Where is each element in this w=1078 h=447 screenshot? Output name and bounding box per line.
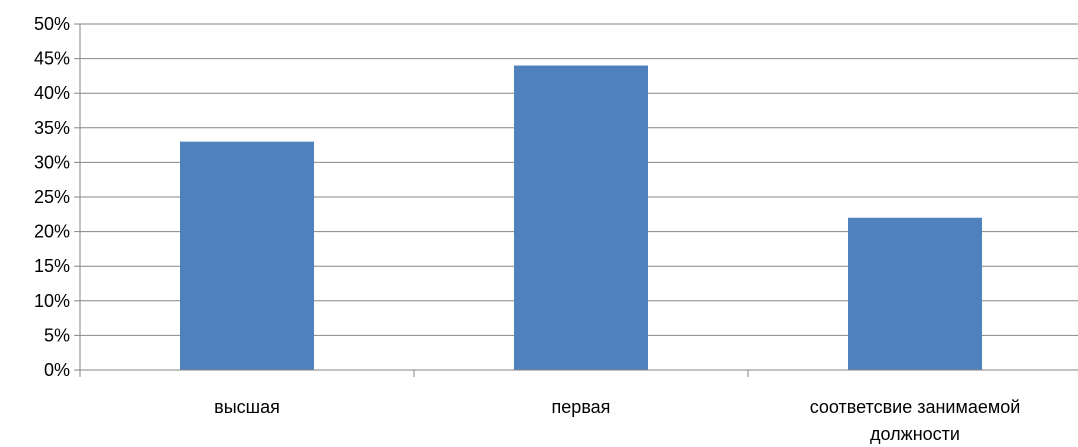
y-tick-label: 40% [34, 83, 70, 103]
labels: 0% 5% 10% 15% 20% 25% 30% 35% 40% 45% 50% высшая пер… [34, 14, 1020, 444]
category-label: высшая [214, 397, 280, 417]
axes [74, 23, 1078, 377]
y-tick-label: 15% [34, 256, 70, 276]
y-tick-label: 5% [44, 325, 70, 345]
y-tick-label: 50% [34, 14, 70, 34]
category-label: соответсвие занимаемой должности [810, 397, 1021, 444]
bars [180, 65, 982, 371]
y-tick-label: 25% [34, 187, 70, 207]
y-tick-label: 45% [34, 49, 70, 69]
y-tick-label: 20% [34, 222, 70, 242]
bar [514, 65, 648, 371]
category-label: первая [552, 397, 611, 417]
y-tick-label: 0% [44, 360, 70, 380]
bar [180, 141, 314, 370]
y-tick-label: 35% [34, 118, 70, 138]
y-tick-label: 30% [34, 152, 70, 172]
bar [848, 217, 982, 370]
y-tick-label: 10% [34, 291, 70, 311]
